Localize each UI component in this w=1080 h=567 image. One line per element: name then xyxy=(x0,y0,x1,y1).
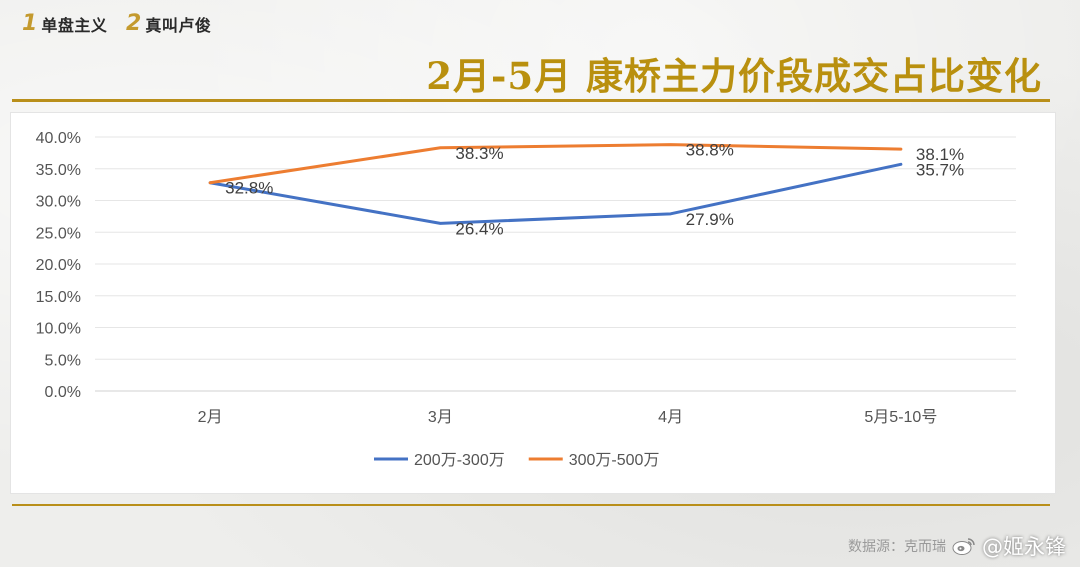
y-tick-label: 40.0% xyxy=(36,130,81,147)
x-tick-label: 4月 xyxy=(658,409,683,426)
data-label: 32.8% xyxy=(225,179,273,198)
y-tick-label: 25.0% xyxy=(36,225,81,242)
series-line-1 xyxy=(208,162,903,225)
data-label: 35.7% xyxy=(916,160,964,179)
watermark-handle: @姬永锋 xyxy=(982,535,1066,559)
brand-logo-1: 1 单盘主义 xyxy=(22,12,107,36)
legend-label-1: 200万-300万 xyxy=(414,452,505,469)
brand-logo-2: 2 真叫卢俊 xyxy=(126,12,211,36)
legend-label-2: 300万-500万 xyxy=(569,452,660,469)
y-tick-label: 15.0% xyxy=(36,289,81,306)
x-tick-label: 5月5-10号 xyxy=(864,408,937,426)
source-note: 数据源：克而瑞 xyxy=(848,539,946,555)
y-tick-label: 10.0% xyxy=(36,321,81,338)
data-label: 27.9% xyxy=(686,210,734,229)
y-tick-label: 20.0% xyxy=(36,257,81,274)
chart-panel: 0.0% 5.0% 10.0% 15.0% 20.0% 25.0% 30.0% 35.0% 40… xyxy=(10,112,1056,494)
brand-number-1: 1 xyxy=(22,11,38,36)
page-title: 2月-5月 康桥主力价段成交占比变化 xyxy=(426,54,1042,98)
brand-name-1: 单盘主义 xyxy=(41,16,108,35)
title-divider xyxy=(12,99,1050,102)
y-tick-label: 30.0% xyxy=(36,194,81,211)
y-tick-label: 0.0% xyxy=(45,384,81,401)
data-label: 26.4% xyxy=(455,219,503,238)
data-label: 38.1% xyxy=(916,145,964,164)
y-tick-label: 5.0% xyxy=(45,352,81,369)
x-tick-label: 2月 xyxy=(198,409,223,426)
watermark: 数据源：克而瑞 @姬永锋 xyxy=(848,531,1066,561)
brand-name-2: 真叫卢俊 xyxy=(145,16,212,35)
footer-divider xyxy=(12,504,1050,506)
y-tick-label: 35.0% xyxy=(36,162,81,179)
brand-number-2: 2 xyxy=(126,11,142,36)
data-label: 38.8% xyxy=(686,141,734,160)
series-line-2 xyxy=(208,143,903,185)
weibo-icon xyxy=(952,538,975,555)
line-chart: 0.0% 5.0% 10.0% 15.0% 20.0% 25.0% 30.0% 35.0% 40… xyxy=(36,130,1016,469)
x-tick-label: 3月 xyxy=(428,409,453,426)
data-label: 38.3% xyxy=(455,144,503,163)
